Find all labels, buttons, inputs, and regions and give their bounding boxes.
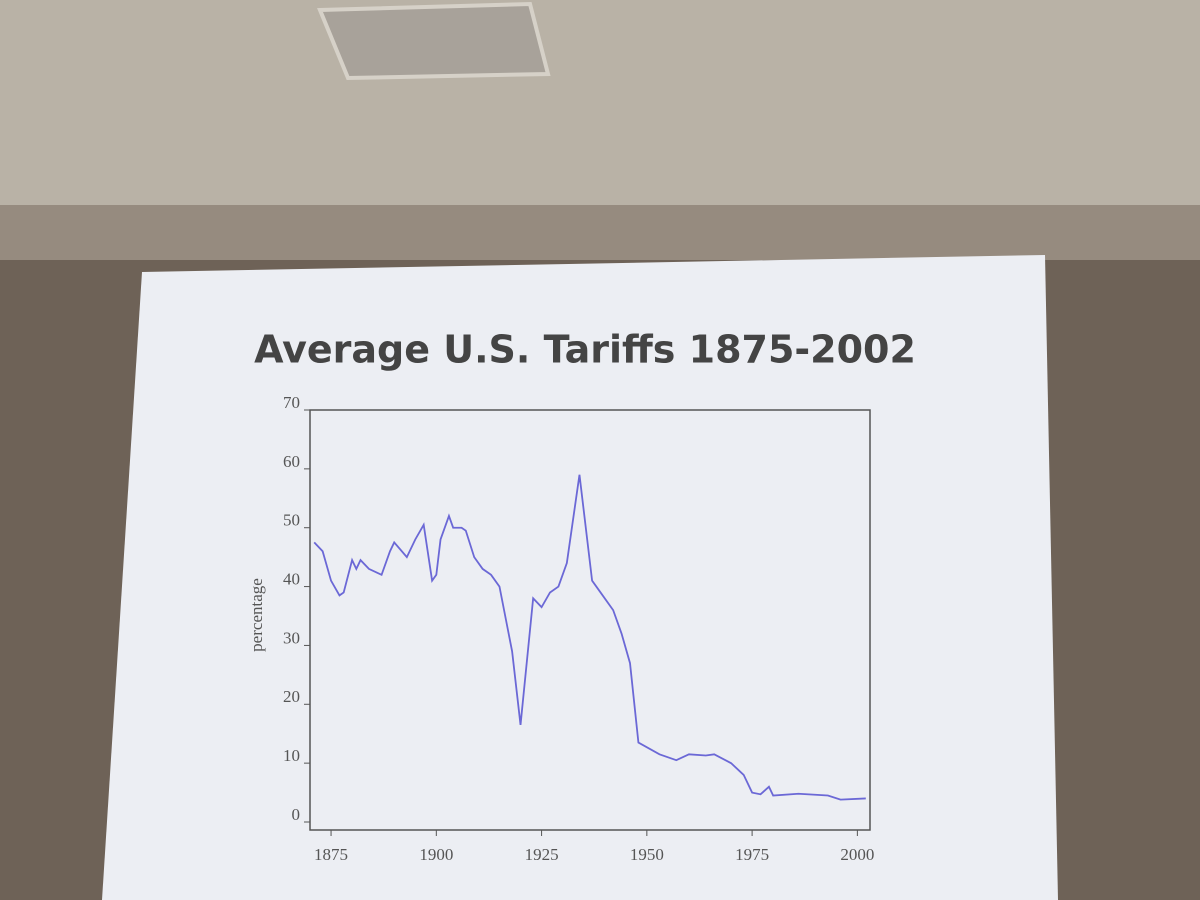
- y-tick-label: 40: [283, 569, 300, 588]
- chart-title: Average U.S. Tariffs 1875-2002: [254, 328, 916, 372]
- data-line: [313, 474, 866, 801]
- x-tick-label: 1925: [525, 845, 559, 864]
- y-tick-label: 20: [283, 687, 300, 706]
- x-tick-label: 1875: [314, 845, 348, 864]
- plot-frame: [309, 409, 871, 831]
- y-tick-label: 30: [283, 628, 300, 647]
- y-axis-label: percentage: [247, 578, 266, 652]
- beam: [0, 205, 1200, 260]
- screen: [102, 255, 1058, 900]
- x-tick-label: 1900: [419, 845, 453, 864]
- y-tick-label: 50: [283, 511, 300, 530]
- x-tick-label: 1950: [630, 845, 664, 864]
- y-tick-label: 70: [283, 393, 300, 412]
- ceiling: [0, 0, 1200, 222]
- ceiling-vent: [317, 1, 551, 81]
- y-tick-label: 0: [292, 805, 301, 824]
- x-tick-label: 2000: [840, 845, 874, 864]
- x-tick-label: 1975: [735, 845, 769, 864]
- y-tick-label: 10: [283, 746, 300, 765]
- y-tick-label: 60: [283, 452, 300, 471]
